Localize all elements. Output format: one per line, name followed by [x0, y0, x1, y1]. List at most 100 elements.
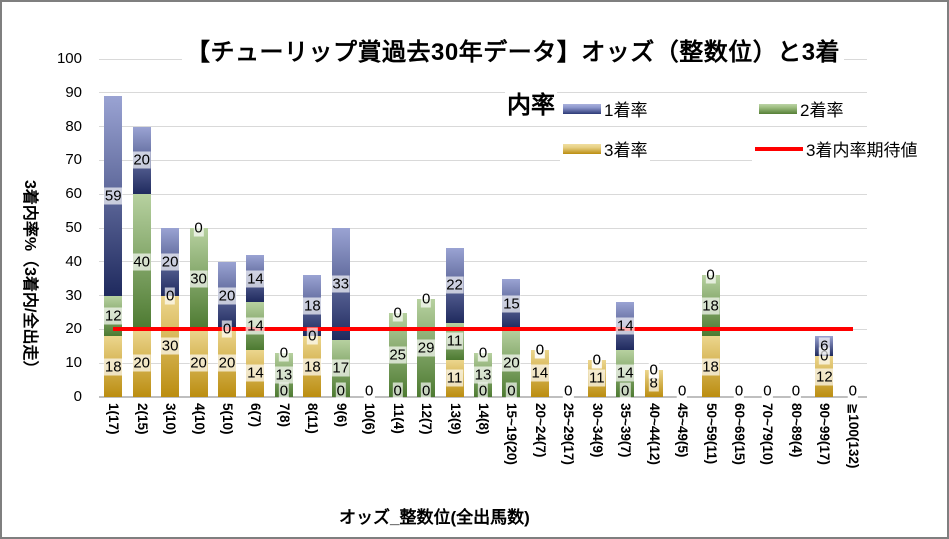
- x-tick-label: 10(6): [362, 403, 378, 435]
- data-label: 0: [164, 287, 176, 305]
- x-tick-label: 35~39(7): [618, 403, 634, 458]
- data-label: 0: [278, 344, 290, 362]
- y-tick-label: 90: [65, 83, 82, 101]
- data-label: 14: [530, 364, 550, 382]
- data-label: 15: [502, 295, 521, 313]
- y-tick-label: 20: [65, 320, 82, 338]
- data-label: 14: [615, 364, 635, 382]
- data-label: 11: [587, 369, 606, 387]
- data-label: 0: [819, 347, 830, 365]
- data-label: 8: [648, 374, 659, 392]
- data-label: 14: [246, 317, 265, 335]
- y-tick-label: 60: [65, 185, 82, 203]
- data-label: 12: [814, 368, 834, 386]
- legend-swatch-3rd-rate-icon: [563, 143, 601, 154]
- data-label: 20: [132, 354, 151, 372]
- legend-item-2nd-rate: 2着率: [756, 95, 847, 122]
- legend-label-3rd-rate: 3着率: [604, 141, 648, 160]
- x-tick-label: 9(6): [333, 403, 349, 428]
- data-label: 0: [762, 382, 773, 400]
- data-label: 0: [307, 327, 318, 345]
- x-tick-label: 2(15): [134, 403, 150, 435]
- x-tick-label: ≧100(132): [845, 403, 861, 469]
- data-label: 0: [620, 382, 631, 400]
- data-label: 12: [103, 307, 123, 325]
- x-tick-label: 5(10): [220, 403, 235, 435]
- data-label: 25: [388, 346, 407, 364]
- data-label: 18: [701, 358, 720, 376]
- x-tick-label: 3(10): [163, 403, 179, 435]
- data-label: 0: [278, 382, 290, 400]
- data-label: 18: [103, 358, 123, 376]
- x-tick-label: 30~34(9): [589, 403, 605, 458]
- chart-title-line1: 【チューリップ賞過去30年データ】オッズ（整数位）と3着: [182, 30, 845, 69]
- data-label: 20: [132, 151, 151, 169]
- data-label: 0: [676, 382, 688, 400]
- legend-item-expected-line: 3着内率期待値: [752, 135, 921, 162]
- data-label: 29: [416, 339, 436, 357]
- data-label: 14: [246, 364, 265, 382]
- y-tick-label: 30: [65, 286, 82, 304]
- data-label: 0: [335, 382, 346, 400]
- data-label: 20: [502, 354, 521, 372]
- x-tick-label: 7(8): [276, 403, 292, 428]
- x-tick-label: 15~19(20): [504, 403, 520, 465]
- data-label: 30: [189, 270, 208, 288]
- data-label: 14: [615, 317, 635, 335]
- data-label: 11: [445, 369, 464, 387]
- data-label: 59: [103, 187, 123, 205]
- data-label: 0: [847, 382, 858, 400]
- data-label: 0: [193, 219, 204, 237]
- legend-item-3rd-rate: 3着率: [560, 135, 651, 162]
- gridline: [99, 193, 867, 195]
- legend-item-1st-rate: 1着率: [560, 95, 651, 122]
- chart-title-line2: 内率: [505, 84, 557, 121]
- gridline: [99, 126, 867, 128]
- data-label: 18: [302, 358, 322, 376]
- data-label: 0: [364, 382, 375, 400]
- x-tick-label: 40~44(12): [646, 403, 662, 465]
- y-axis-title: 3着内率%（3着内/全出走）: [21, 180, 38, 377]
- data-label: 30: [160, 337, 180, 355]
- x-tick-label: 80~89(4): [788, 403, 804, 458]
- x-tick-label: 13(9): [447, 403, 463, 435]
- legend-label-expected-line: 3着内率期待値: [806, 141, 918, 160]
- data-label: 0: [790, 382, 802, 400]
- data-label: 0: [705, 266, 716, 284]
- gridline: [99, 261, 867, 263]
- x-tick-label: 14(8): [476, 403, 491, 435]
- data-label: 18: [302, 297, 322, 315]
- y-tick-label: 100: [56, 50, 82, 67]
- expected-line: [113, 326, 853, 331]
- x-tick-label: 4(10): [191, 403, 207, 435]
- x-tick-label: 25~29(17): [561, 403, 577, 465]
- data-label: 13: [473, 366, 493, 384]
- y-tick-label: 10: [65, 354, 82, 372]
- y-tick-label: 40: [65, 252, 82, 270]
- x-axis-title: オッズ_整数位(全出馬数): [339, 508, 530, 527]
- legend-swatch-expected-line-icon: [755, 146, 803, 151]
- x-tick-label: 90~99(17): [817, 403, 833, 465]
- x-tick-label: 6(7): [248, 403, 264, 428]
- legend-label-1st-rate: 1着率: [604, 101, 648, 120]
- y-tick-label: 50: [65, 219, 82, 236]
- legend-swatch-2nd-rate-icon: [759, 103, 797, 114]
- data-label: 0: [591, 351, 602, 369]
- y-tick-label: 0: [73, 388, 82, 405]
- y-tick-label: 80: [65, 117, 82, 135]
- data-label: 0: [733, 382, 745, 400]
- data-label: 20: [160, 253, 180, 271]
- data-label: 0: [506, 382, 517, 400]
- x-tick-label: 70~79(10): [760, 403, 776, 465]
- data-label: 0: [534, 341, 546, 359]
- gridline: [99, 159, 867, 161]
- x-tick-label: 11(4): [390, 403, 406, 434]
- x-tick-label: 12(7): [419, 403, 435, 435]
- data-label: 0: [563, 382, 574, 400]
- data-label: 40: [132, 253, 151, 271]
- data-label: 0: [392, 382, 403, 400]
- gridline: [99, 295, 867, 297]
- data-label: 14: [246, 270, 265, 288]
